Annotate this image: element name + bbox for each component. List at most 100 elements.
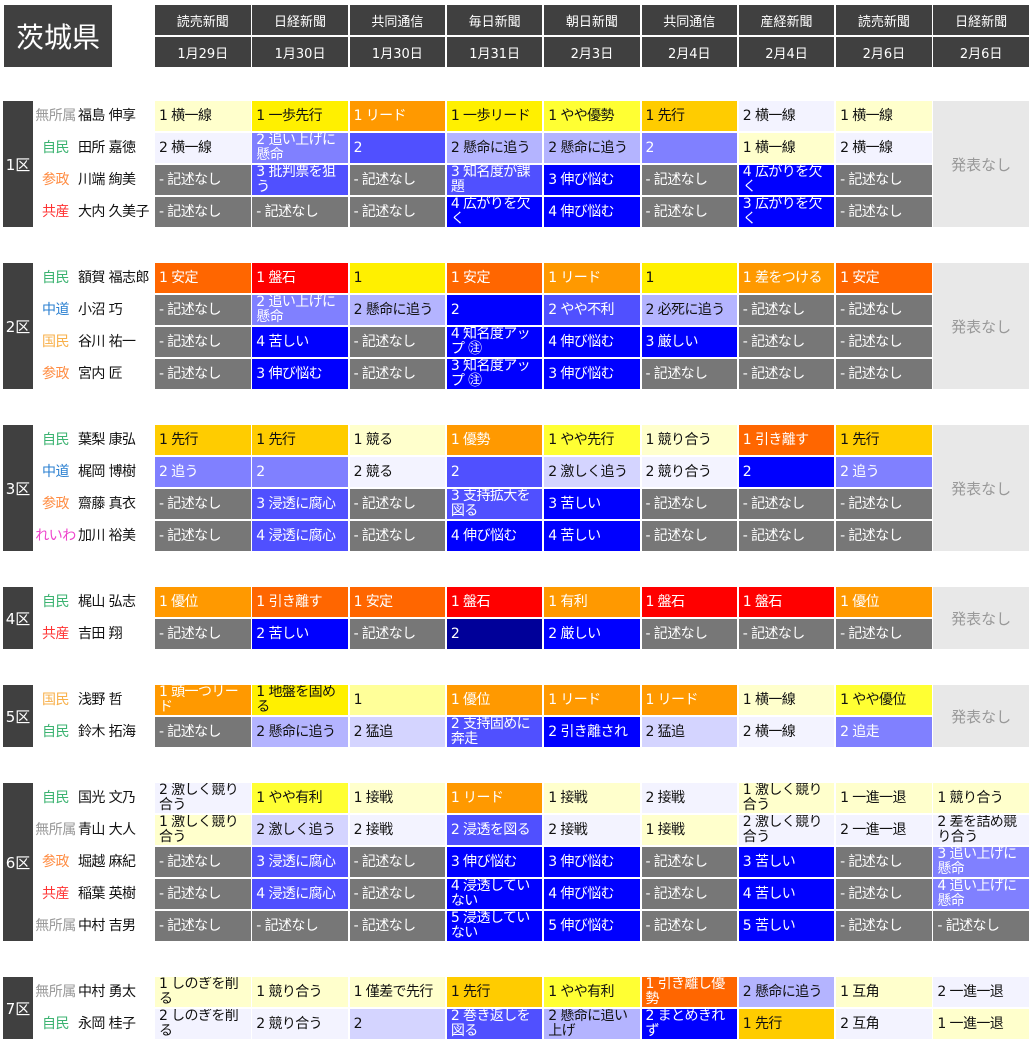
rating-cell: - 記述なし <box>641 619 737 649</box>
rating-cell: 1 横一線 <box>836 101 932 131</box>
rating-cell: - 記述なし <box>641 879 737 909</box>
column-date-header: 2月4日 <box>738 37 835 67</box>
rating-cell: 3 知名度アップ ㊟ <box>446 359 543 389</box>
district-label: 5区 <box>3 685 33 747</box>
rating-cell: 2 支持固めに奔走 <box>446 717 543 747</box>
column-date-header: 1月29日 <box>155 37 251 67</box>
rating-cell: 3 支持拡大を図る <box>446 489 543 519</box>
rating-cell: - 記述なし <box>836 911 932 941</box>
party-label: 参政 <box>42 496 70 512</box>
rating-cell: 1 <box>349 263 446 293</box>
rating-cell: 1 僅差で先行 <box>349 977 446 1007</box>
rating-cell: - 記述なし <box>738 327 835 357</box>
party-label: 無所属 <box>35 108 76 124</box>
column-date-header: 1月31日 <box>446 37 543 67</box>
rating-cell: 1 やや優勢 <box>544 101 640 131</box>
rating-cell: 2 猛追 <box>349 717 446 747</box>
rating-cell: 1 引き離す <box>738 425 835 455</box>
candidate-name: 鈴木 拓海 <box>78 723 136 740</box>
party-label: 自民 <box>42 724 70 740</box>
rating-cell: 3 伸び悩む <box>544 847 640 877</box>
party-label: 無所属 <box>35 918 76 934</box>
rating-cell: 1 先行 <box>738 1009 835 1039</box>
party-label: 自民 <box>42 270 70 286</box>
rating-cell: 3 伸び悩む <box>252 359 348 389</box>
column-date-header: 2月4日 <box>641 37 737 67</box>
prefecture-title: 茨城県 <box>4 5 112 67</box>
rating-cell: 1 先行 <box>446 977 543 1007</box>
column-outlet-header: 読売新聞 <box>836 5 932 35</box>
rating-cell: 2 横一線 <box>738 717 835 747</box>
rating-cell: - 記述なし <box>836 359 932 389</box>
rating-cell: 1 先行 <box>641 101 737 131</box>
candidate-name: 福島 伸享 <box>78 107 136 124</box>
rating-cell: 2 競り合う <box>252 1009 348 1039</box>
party-label: 自民 <box>42 594 70 610</box>
rating-cell: 2 激しく追う <box>252 815 348 845</box>
rating-cell: 1 一歩リード <box>446 101 543 131</box>
party-label: 参政 <box>42 366 70 382</box>
column-date-header: 2月6日 <box>836 37 932 67</box>
rating-cell: 2 厳しい <box>544 619 640 649</box>
rating-cell: 1 先行 <box>155 425 251 455</box>
rating-cell: - 記述なし <box>836 295 932 325</box>
rating-cell: 2 <box>738 457 835 487</box>
district-label: 2区 <box>3 263 33 389</box>
rating-cell: 2 やや不利 <box>544 295 640 325</box>
party-label: 国民 <box>42 334 70 350</box>
rating-cell: 1 リード <box>544 685 640 715</box>
rating-cell: 1 先行 <box>252 425 348 455</box>
rating-cell: - 記述なし <box>155 359 251 389</box>
rating-cell: 2 <box>641 133 737 163</box>
rating-cell: 1 接戦 <box>544 783 640 813</box>
rating-cell: 4 苦しい <box>738 879 835 909</box>
district-label: 7区 <box>3 977 33 1039</box>
candidate-name: 吉田 翔 <box>78 625 123 642</box>
rating-cell: 2 猛追 <box>641 717 737 747</box>
candidate-name: 川端 絢美 <box>78 171 136 188</box>
rating-cell: 3 浸透に腐心 <box>252 847 348 877</box>
rating-cell: 2 追う <box>836 457 932 487</box>
not-announced-cell: 発表なし <box>933 263 1029 389</box>
rating-cell: 4 伸び悩む <box>544 327 640 357</box>
candidate-name: 堀越 麻紀 <box>78 853 136 870</box>
rating-cell: 2 追い上げに懸命 <box>252 295 348 325</box>
column-outlet-header: 日経新聞 <box>252 5 348 35</box>
rating-cell: 2 引き離され <box>544 717 640 747</box>
rating-cell: - 記述なし <box>836 197 932 227</box>
rating-cell: - 記述なし <box>155 521 251 551</box>
party-label: 自民 <box>42 140 70 156</box>
rating-cell: - 記述なし <box>836 327 932 357</box>
column-date-header: 1月30日 <box>252 37 348 67</box>
candidate-name: 梶岡 博樹 <box>78 463 136 480</box>
rating-cell: - 記述なし <box>155 911 251 941</box>
rating-cell: 1 リード <box>446 783 543 813</box>
not-announced-cell: 発表なし <box>933 425 1029 551</box>
rating-cell: - 記述なし <box>349 327 446 357</box>
rating-cell: 3 批判票を狙う <box>252 165 348 195</box>
rating-cell: 2 一進一退 <box>933 977 1029 1007</box>
rating-cell: 1 優位 <box>155 587 251 617</box>
candidate-name: 中村 勇太 <box>78 983 136 1000</box>
rating-cell: - 記述なし <box>349 879 446 909</box>
rating-cell: - 記述なし <box>641 489 737 519</box>
rating-cell: - 記述なし <box>349 521 446 551</box>
candidate-name: 永岡 桂子 <box>78 1015 136 1032</box>
rating-cell: 2 激しく競り合う <box>155 783 251 813</box>
rating-cell: - 記述なし <box>641 165 737 195</box>
party-label: 共産 <box>42 204 70 220</box>
rating-cell: 2 差を詰め競り合う <box>933 815 1029 845</box>
rating-cell: - 記述なし <box>349 619 446 649</box>
rating-cell: 1 激しく競り合う <box>155 815 251 845</box>
rating-cell: 4 追い上げに懸命 <box>933 879 1029 909</box>
rating-cell: 3 厳しい <box>641 327 737 357</box>
rating-cell: 1 盤石 <box>641 587 737 617</box>
rating-cell: 4 広がりを欠く <box>446 197 543 227</box>
rating-cell: 1 一進一退 <box>836 783 932 813</box>
rating-cell: - 記述なし <box>836 619 932 649</box>
rating-cell: 3 伸び悩む <box>544 165 640 195</box>
rating-cell: - 記述なし <box>349 197 446 227</box>
rating-cell: 1 激しく競り合う <box>738 783 835 813</box>
rating-cell: - 記述なし <box>155 197 251 227</box>
rating-cell: 2 追う <box>155 457 251 487</box>
